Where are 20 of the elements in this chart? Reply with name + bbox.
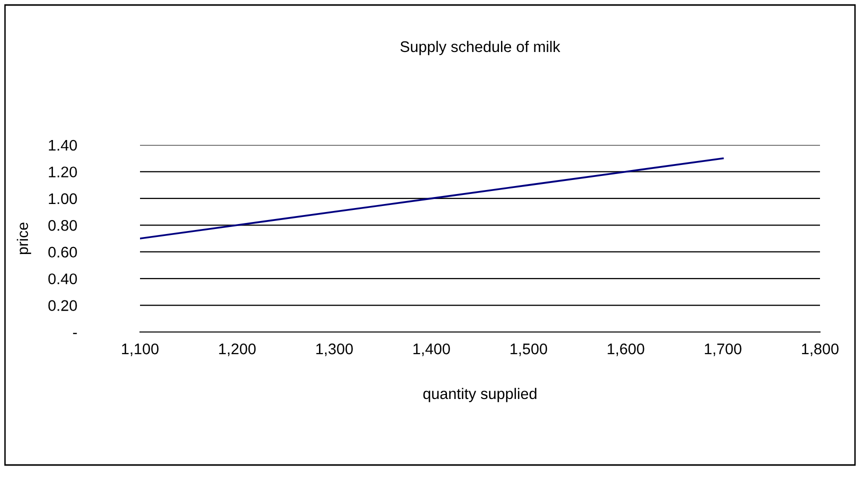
- x-axis-title: quantity supplied: [423, 388, 536, 402]
- line-series: [140, 157, 724, 240]
- y-tick-label: 0.40: [48, 273, 77, 284]
- x-tick-label: 1,600: [608, 344, 644, 356]
- x-tick-label: 1,100: [122, 344, 159, 356]
- y-tick-label: -: [73, 332, 77, 334]
- x-tick-label: 1,400: [413, 344, 450, 356]
- y-tick-label: 0.20: [48, 300, 77, 311]
- y-tick-label: 0.80: [48, 220, 77, 231]
- x-tick-label: 1,300: [316, 344, 353, 356]
- y-axis-title: price: [16, 222, 32, 254]
- y-tick-label: 1.20: [48, 166, 77, 178]
- chart-title: Supply schedule of milk: [400, 40, 560, 56]
- y-tick-label: 0.60: [48, 246, 77, 258]
- y-tick-label: 1.00: [48, 193, 77, 204]
- x-tick-label: 1,200: [219, 344, 256, 356]
- x-tick-label: 1,700: [704, 344, 742, 356]
- y-tick-label: 1.40: [48, 140, 77, 151]
- x-tick-label: 1,500: [510, 344, 548, 356]
- x-tick-label: 1,800: [802, 344, 839, 356]
